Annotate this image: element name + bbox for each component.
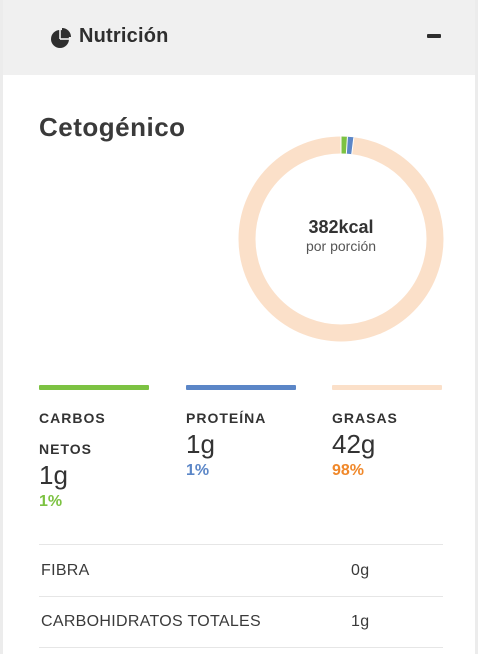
macro-carbs-label: CARBOS NETOS — [39, 410, 106, 457]
macro-carbs: CARBOS NETOS 1g 1% — [39, 385, 149, 513]
macro-fat-color-bar — [332, 385, 442, 390]
macro-carbs-amount: 1g — [39, 460, 68, 490]
nutrient-value: 1g — [351, 613, 370, 630]
minus-icon — [427, 34, 441, 38]
diet-title: Cetogénico — [39, 112, 186, 142]
macro-fat-amount: 42g — [332, 429, 376, 459]
nutrient-name: CARBOHIDRATOS TOTALES — [41, 613, 261, 630]
divider — [39, 647, 443, 648]
panel-header[interactable]: Nutrición — [3, 0, 475, 75]
nutrient-row: FIBRA 0g — [39, 546, 443, 596]
macro-donut-chart — [238, 136, 444, 342]
donut-center: 382kcal por porción — [238, 216, 444, 254]
macro-protein-label: PROTEÍNA — [186, 410, 267, 426]
macro-carbs-color-bar — [39, 385, 149, 390]
nutrient-value: 0g — [351, 562, 370, 579]
macro-fat-percent: 98% — [332, 462, 365, 479]
macro-protein-percent: 1% — [186, 462, 210, 479]
macro-protein-amount: 1g — [186, 429, 215, 459]
collapse-button[interactable] — [421, 24, 447, 50]
calories-value: 382kcal — [308, 217, 374, 237]
macro-fat: GRASAS 42g 98% — [332, 385, 442, 482]
macro-fat-label: GRASAS — [332, 410, 398, 426]
macro-protein-color-bar — [186, 385, 296, 390]
nutrient-row: CARBOHIDRATOS TOTALES 1g — [39, 597, 443, 647]
nutrient-name: FIBRA — [41, 562, 90, 579]
nutrition-panel: Nutrición Cetogénico 382kcal por porción… — [3, 0, 475, 654]
panel-title: Nutrición — [79, 25, 169, 47]
per-serving-label: por porción — [305, 238, 377, 254]
divider — [39, 544, 443, 545]
macro-carbs-percent: 1% — [39, 493, 63, 510]
pie-chart-icon — [51, 28, 71, 48]
donut-slice-separator — [345, 136, 348, 154]
macro-protein: PROTEÍNA 1g 1% — [186, 385, 296, 482]
donut-slice-separator — [351, 137, 355, 155]
divider — [39, 596, 443, 597]
